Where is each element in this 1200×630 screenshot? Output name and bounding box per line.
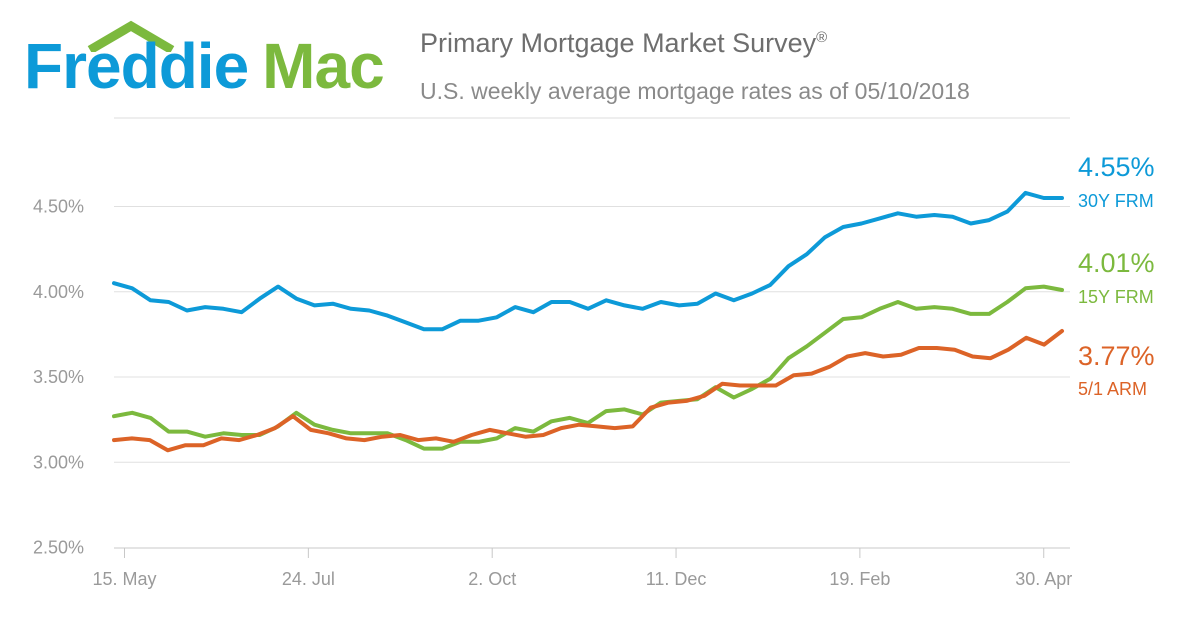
y-tick-label: 3.50% (33, 367, 84, 387)
grid-lines (114, 117, 1070, 463)
y-tick-label: 4.50% (33, 197, 84, 217)
x-tick-label: 2. Oct (468, 569, 516, 589)
chart-title-text: Primary Mortgage Market Survey (420, 28, 817, 58)
y-axis: 2.50% 3.00% 3.50% 4.00% 4.50% (33, 197, 84, 558)
logo-wordmark: Freddie Mac (24, 34, 385, 98)
series-name-30y-frm: 30Y FRM (1078, 191, 1154, 211)
y-tick-label: 4.00% (33, 282, 84, 302)
series-name-15y-frm: 15Y FRM (1078, 287, 1154, 307)
x-tick-label: 19. Feb (829, 569, 890, 589)
logo-roof-icon (87, 20, 175, 52)
series-end-labels: 4.55% 30Y FRM 4.01% 15Y FRM 3.77% 5/1 ARM (1078, 152, 1155, 399)
end-value-5-1-arm: 3.77% (1078, 341, 1155, 371)
registered-mark: ® (816, 29, 828, 46)
logo-word-mac: Mac (262, 30, 384, 102)
chart-subtitle: U.S. weekly average mortgage rates as of… (420, 78, 970, 104)
freddie-mac-logo: Freddie Mac (24, 14, 385, 114)
y-tick-label: 2.50% (33, 538, 84, 558)
series-name-5-1-arm: 5/1 ARM (1078, 379, 1147, 399)
series-line-5-1-arm (112, 329, 1064, 453)
end-value-30y-frm: 4.55% (1078, 152, 1155, 182)
x-tick-label: 11. Dec (646, 569, 707, 589)
x-tick-label: 15. May (92, 569, 156, 589)
x-tick-label: 24. Jul (282, 569, 335, 589)
logo-word-freddie: Freddie (24, 30, 249, 102)
series-line-30y-frm (112, 190, 1064, 332)
x-axis: 15. May 24. Jul 2. Oct 11. Dec 19. Feb 30. Ap… (92, 547, 1072, 589)
x-tick-label: 30. Apr (1015, 569, 1072, 589)
series-lines (112, 190, 1064, 453)
y-tick-label: 3.00% (33, 452, 84, 472)
end-value-15y-frm: 4.01% (1078, 248, 1155, 278)
chart-title: Primary Mortgage Market Survey® (420, 28, 827, 59)
